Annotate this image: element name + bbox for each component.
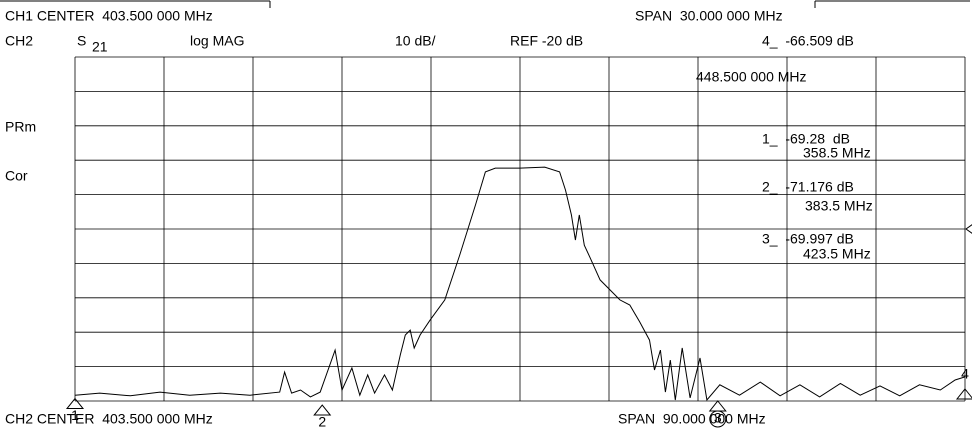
ch1-span: SPAN 30.000 000 MHz — [635, 8, 783, 24]
trace — [74, 166, 966, 402]
footer-center: CH2 CENTER 403.500 000 MHz — [5, 411, 213, 427]
marker-readout: 3_ -69.997 dB — [762, 231, 854, 247]
marker-frequency: 423.5 MHz — [803, 246, 871, 262]
marker-number: 3 — [714, 410, 722, 426]
marker-number: 1 — [71, 407, 79, 423]
marker-number: 2 — [318, 414, 326, 430]
marker-triangle — [65, 397, 85, 410]
marker-triangle — [313, 404, 332, 416]
footer-span: SPAN 90.000 000 MHz — [618, 411, 766, 427]
marker-ring — [709, 410, 727, 428]
marker-readout: 2_ -71.176 dB — [762, 179, 854, 195]
ref: REF -20 dB — [510, 33, 583, 49]
marker-readout: 1_ -69.28 dB — [762, 131, 850, 147]
parameter-sub: 21 — [92, 39, 108, 55]
scale: 10 dB/ — [395, 33, 436, 49]
format: log MAG — [190, 33, 244, 49]
marker-triangle — [955, 388, 972, 400]
marker-frequency: 358.5 MHz — [803, 145, 871, 161]
marker-frequency: 448.500 000 MHz — [696, 69, 807, 85]
parameter: S — [77, 33, 86, 49]
side-label: PRm — [5, 119, 36, 135]
ref-indicator — [965, 224, 972, 234]
channel: CH2 — [5, 33, 33, 49]
marker-readout: 4_ -66.509 dB — [762, 33, 854, 49]
marker-number: 4 — [961, 366, 969, 382]
ch1-center: CH1 CENTER 403.500 000 MHz — [5, 8, 213, 24]
side-label: Cor — [5, 168, 28, 184]
marker-frequency: 383.5 MHz — [805, 198, 873, 214]
